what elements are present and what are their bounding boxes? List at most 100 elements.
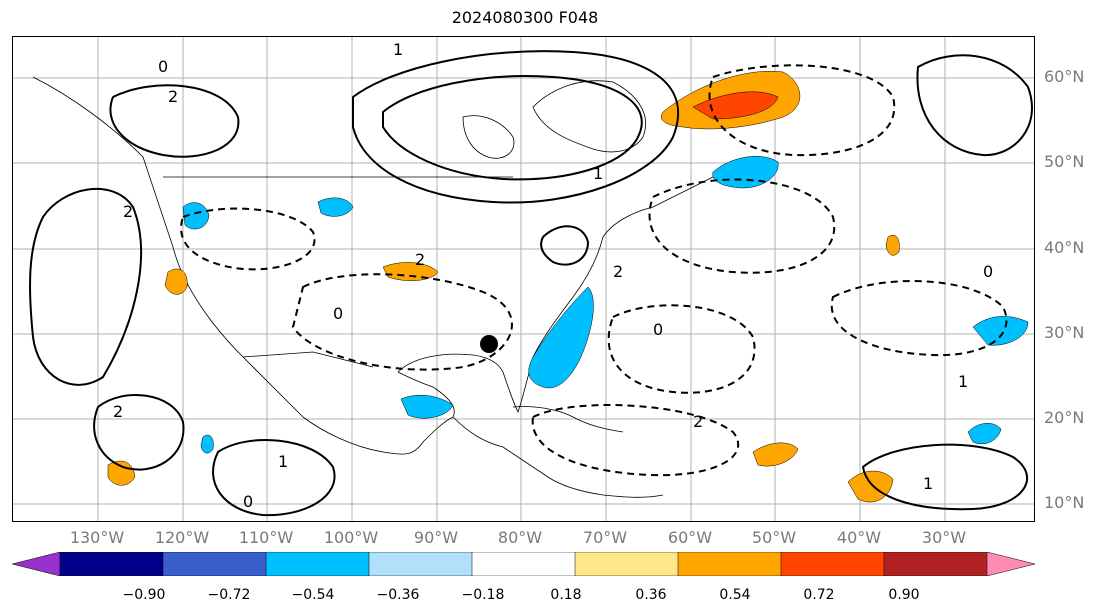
colorbar-tick-label: 0.18 bbox=[550, 587, 582, 603]
negative-anomaly-gulf bbox=[400, 394, 454, 419]
coastline-hudson-bay bbox=[462, 115, 515, 159]
lon-label: 120°W bbox=[154, 528, 210, 547]
contour-solid-high-canada-inner bbox=[382, 75, 643, 181]
negative-anomaly-southeast-coast bbox=[528, 286, 594, 389]
contour-label: 2 bbox=[415, 250, 425, 269]
border-us-mexico bbox=[242, 351, 374, 368]
contour-label: 0 bbox=[653, 320, 663, 339]
lon-label: 40°W bbox=[836, 528, 882, 547]
contour-label: 1 bbox=[278, 452, 288, 471]
contour-solid-pacific-south bbox=[93, 394, 185, 471]
coastline-pacific bbox=[32, 76, 455, 455]
colorbar-tick-label: −0.36 bbox=[376, 587, 420, 603]
contour-labels: 2 0 1 2 0 2 1 2 0 1 2 0 1 0 2 1 bbox=[113, 40, 993, 511]
positive-anomaly-pacific bbox=[107, 460, 136, 486]
colorbar-segment bbox=[368, 552, 473, 576]
lon-label: 60°W bbox=[667, 528, 713, 547]
contour-label: 2 bbox=[693, 412, 703, 431]
lon-label: 110°W bbox=[238, 528, 294, 547]
positive-anomaly-midwest bbox=[382, 262, 439, 281]
contour-solid-high-canada bbox=[352, 50, 679, 204]
colorbar-segment bbox=[162, 552, 267, 576]
lon-label: 50°W bbox=[751, 528, 797, 547]
colorbar-segment bbox=[986, 552, 1035, 576]
colorbar-segment bbox=[677, 552, 782, 576]
contour-dashed-central-atlantic bbox=[830, 279, 1008, 357]
colorbar bbox=[12, 552, 1035, 576]
contour-label: 2 bbox=[168, 87, 178, 106]
map-title: 2024080300 F048 bbox=[451, 8, 599, 27]
colorbar-tick-label: −0.18 bbox=[461, 587, 505, 603]
negative-anomaly-east-pacific bbox=[200, 434, 214, 454]
colorbar-segment bbox=[574, 552, 679, 576]
contour-label: 0 bbox=[983, 262, 993, 281]
colorbar-tick-label: −0.54 bbox=[291, 587, 335, 603]
lat-label: 50°N bbox=[1044, 152, 1085, 171]
negative-anomaly-cape-verde bbox=[967, 423, 1002, 445]
contour-label: 1 bbox=[958, 372, 968, 391]
contour-label: 0 bbox=[158, 57, 168, 76]
negative-anomaly-northwest bbox=[182, 202, 210, 230]
lon-label: 130°W bbox=[69, 528, 125, 547]
contour-dashed-caribbean bbox=[531, 404, 740, 477]
contours bbox=[29, 50, 1033, 517]
colorbar-tick-label: −0.72 bbox=[207, 587, 251, 603]
coastlines bbox=[32, 76, 714, 498]
negative-anomaly-plains bbox=[317, 197, 354, 217]
contour-label: 1 bbox=[923, 474, 933, 493]
storm-center-marker bbox=[480, 335, 498, 353]
colorbar-segment bbox=[265, 552, 370, 576]
colorbar-segments bbox=[12, 552, 1035, 576]
lat-label: 40°N bbox=[1044, 238, 1085, 257]
lon-label: 70°W bbox=[582, 528, 628, 547]
coastline-greenland bbox=[532, 80, 646, 153]
lon-label: 100°W bbox=[323, 528, 379, 547]
colorbar-segment bbox=[471, 552, 576, 576]
colorbar-tick-label: 0.90 bbox=[888, 587, 920, 603]
contours-dashed bbox=[180, 64, 1008, 477]
colorbar-segment bbox=[780, 552, 885, 576]
lat-label: 60°N bbox=[1044, 67, 1085, 86]
lon-label: 80°W bbox=[497, 528, 543, 547]
contour-solid-east-pacific-high bbox=[29, 187, 143, 386]
lat-label: 30°N bbox=[1044, 323, 1085, 342]
positive-anomaly-central-atlantic bbox=[885, 234, 900, 256]
colorbar-segment bbox=[12, 552, 61, 576]
colorbar-tick-label: 0.36 bbox=[635, 587, 667, 603]
positive-anomaly-east-atlantic bbox=[847, 470, 894, 503]
colorbar-segment bbox=[59, 552, 164, 576]
coastline-central-america bbox=[452, 416, 664, 498]
map-panel: 2 0 1 2 0 2 1 2 0 1 2 0 1 0 2 1 bbox=[12, 36, 1035, 522]
map-canvas: 2 0 1 2 0 2 1 2 0 1 2 0 1 0 2 1 bbox=[13, 37, 1034, 521]
lon-label: 30°W bbox=[921, 528, 967, 547]
colorbar-segment bbox=[883, 552, 988, 576]
contour-solid-mexico-pacific bbox=[212, 439, 336, 517]
contour-label: 2 bbox=[113, 402, 123, 421]
negative-anomaly-east-subtropics bbox=[972, 316, 1029, 346]
contour-label: 2 bbox=[123, 202, 133, 221]
lat-label: 20°N bbox=[1044, 408, 1085, 427]
contour-dashed-north-atlantic bbox=[708, 64, 896, 157]
contour-solid-gulf-of-alaska bbox=[109, 84, 240, 158]
contour-solid-mid-atlantic bbox=[540, 225, 590, 266]
graticule bbox=[13, 37, 1034, 521]
colorbar-tick-label: 0.72 bbox=[803, 587, 835, 603]
lat-label: 10°N bbox=[1044, 493, 1085, 512]
contour-dashed-west-atlantic bbox=[607, 304, 756, 394]
contour-dashed-west-us bbox=[180, 207, 316, 271]
contour-solid-north-east-atlantic bbox=[916, 54, 1033, 157]
contour-label: 1 bbox=[393, 40, 403, 59]
contour-label: 1 bbox=[593, 164, 603, 183]
colorbar-tick-label: 0.54 bbox=[719, 587, 751, 603]
coastline-cuba bbox=[512, 406, 624, 433]
positive-anomaly-california bbox=[164, 268, 188, 295]
contour-solid-subtropical-atlantic bbox=[861, 443, 1029, 511]
contour-dashed-south-us bbox=[291, 273, 513, 371]
contour-dashed-newfoundland bbox=[648, 178, 836, 274]
lon-label: 90°W bbox=[413, 528, 459, 547]
colorbar-tick-label: −0.90 bbox=[122, 587, 166, 603]
contour-label: 0 bbox=[333, 304, 343, 323]
positive-anomaly-tropical-atlantic bbox=[752, 442, 799, 467]
anomaly-fills bbox=[107, 71, 1029, 503]
negative-anomaly-newfoundland bbox=[712, 156, 779, 189]
